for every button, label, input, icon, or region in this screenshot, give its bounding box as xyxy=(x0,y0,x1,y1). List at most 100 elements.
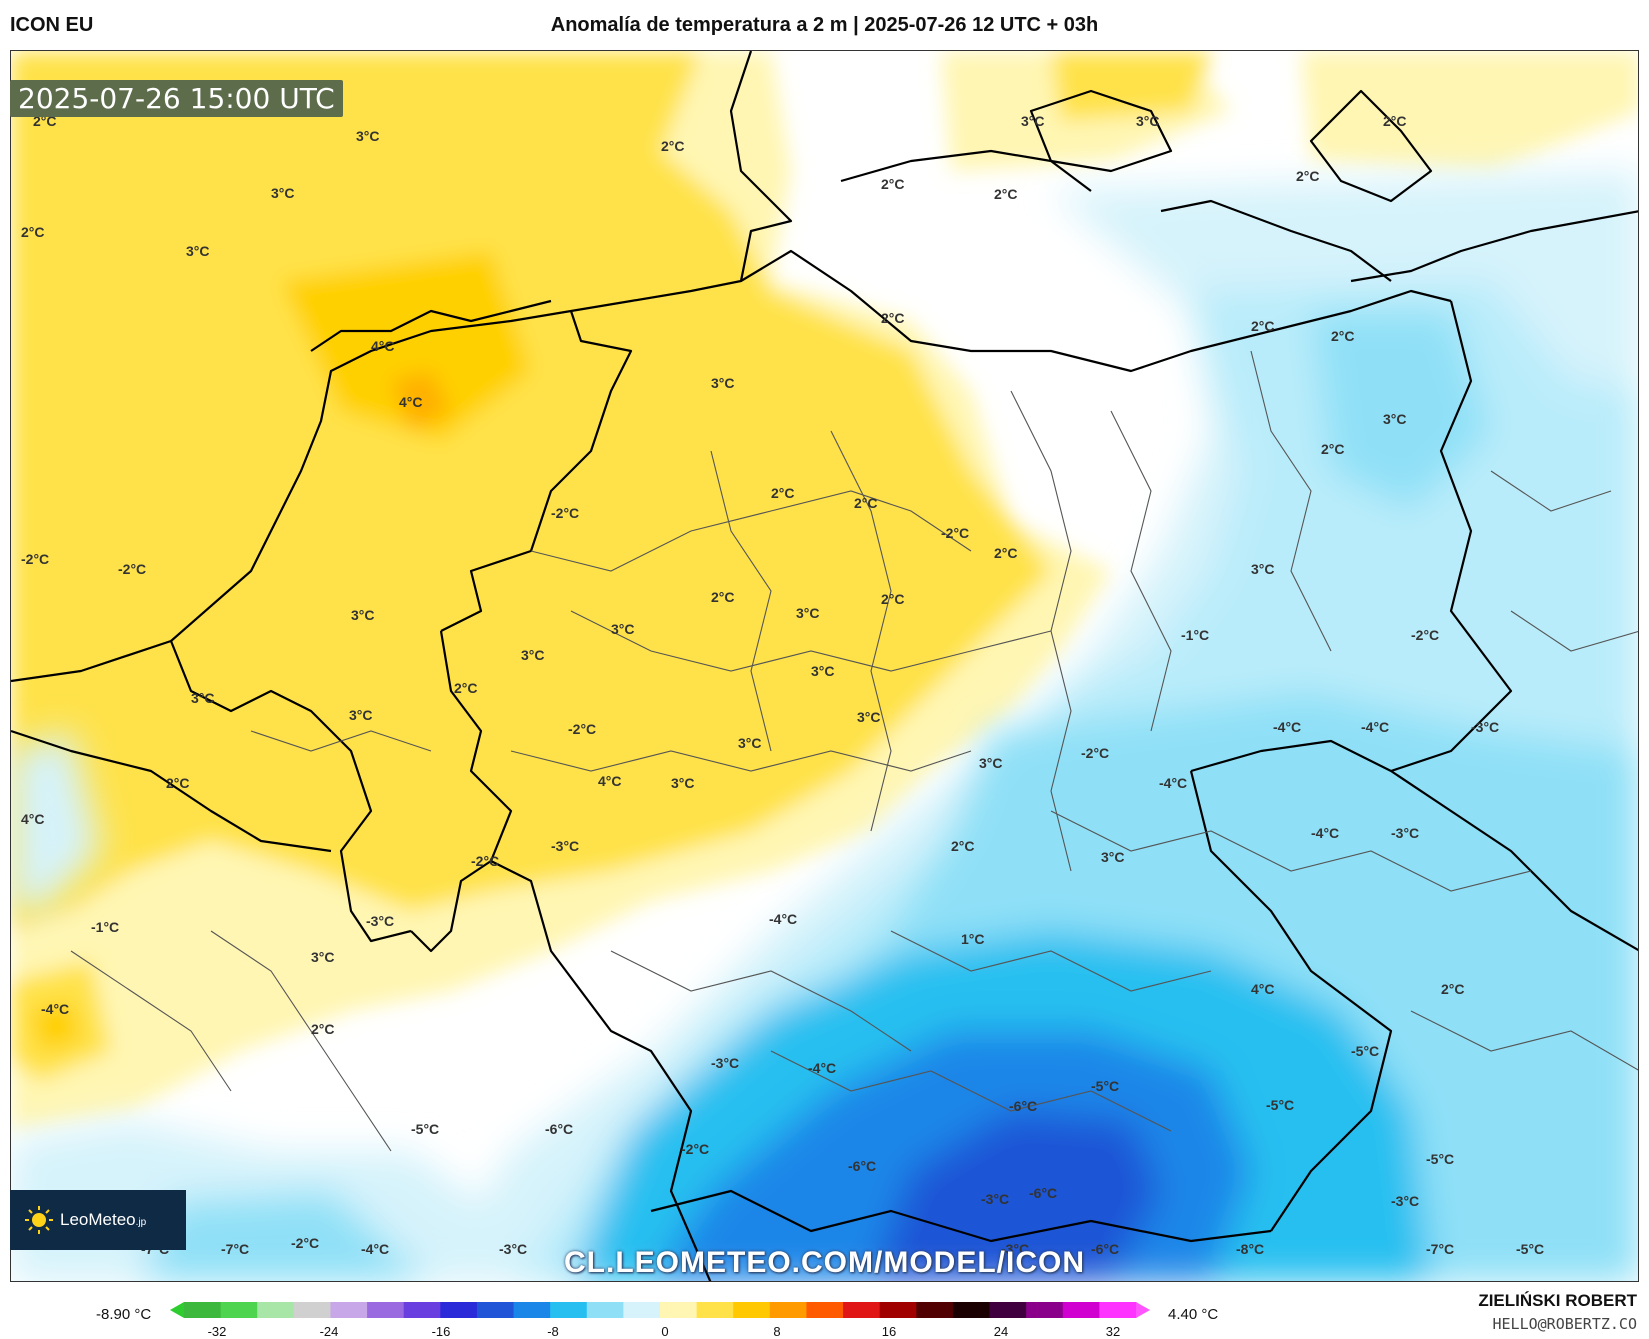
header: ICON EU Anomalía de temperatura a 2 m | … xyxy=(0,0,1649,50)
colorbar-low-arrow xyxy=(170,1302,184,1318)
anomaly-label: -3°C xyxy=(1001,1241,1029,1257)
colorbar-cell xyxy=(367,1302,405,1318)
anomaly-label: 3°C xyxy=(521,647,545,663)
anomaly-label: 1°C xyxy=(961,931,985,947)
anomaly-label: -2°C xyxy=(118,561,146,577)
anomaly-label: -4°C xyxy=(1273,719,1301,735)
sun-icon xyxy=(25,1206,53,1234)
colorbar-tick-label: -16 xyxy=(431,1324,451,1339)
anomaly-label: 3°C xyxy=(271,185,295,201)
anomaly-label: -5°C xyxy=(1351,1043,1379,1059)
anomaly-label: 2°C xyxy=(881,591,905,607)
anomaly-label: 2°C xyxy=(661,138,685,154)
anomaly-label: 2°C xyxy=(1296,168,1320,184)
colorbar-cell xyxy=(1099,1302,1137,1318)
anomaly-label: 2°C xyxy=(881,310,905,326)
anomaly-label: -3°C xyxy=(366,913,394,929)
anomaly-label: 3°C xyxy=(191,690,215,706)
anomaly-label: 2°C xyxy=(21,224,45,240)
anomaly-label: -1°C xyxy=(1181,627,1209,643)
anomaly-label: -2°C xyxy=(1411,627,1439,643)
colorbar-scale xyxy=(170,1302,1150,1318)
colorbar-cell xyxy=(989,1302,1027,1318)
anomaly-label: -8°C xyxy=(1236,1241,1264,1257)
anomaly-label: -2°C xyxy=(551,505,579,521)
colorbar-cell xyxy=(1026,1302,1064,1318)
anomaly-label: -4°C xyxy=(361,1241,389,1257)
anomaly-label: -2°C xyxy=(568,721,596,737)
anomaly-label: -3°C xyxy=(551,838,579,854)
anomaly-label: -3°C xyxy=(1471,719,1499,735)
source-watermark[interactable]: CL.LEOMETEO.COM/MODEL/ICON xyxy=(564,1246,1085,1279)
colorbar-cell xyxy=(513,1302,551,1318)
anomaly-label: -4°C xyxy=(1361,719,1389,735)
colorbar: -8.90 °C -32 -24 -16 -8 0 8 16 24 32 4.40 °C xyxy=(0,1290,1649,1339)
colorbar-cell xyxy=(806,1302,844,1318)
anomaly-label: 3°C xyxy=(1101,849,1125,865)
anomaly-label: 3°C xyxy=(1136,113,1160,129)
colorbar-tick-label: 16 xyxy=(881,1324,897,1339)
author-email[interactable]: HELLO@ROBERTZ.CO xyxy=(1492,1315,1638,1333)
colorbar-tick-label: 0 xyxy=(661,1324,669,1339)
anomaly-label: -5°C xyxy=(1266,1097,1294,1113)
anomaly-label: 2°C xyxy=(771,485,795,501)
anomaly-label: 3°C xyxy=(811,663,835,679)
anomaly-label: 2°C xyxy=(951,838,975,854)
leometeo-logo[interactable]: LeoMeteo.jp xyxy=(10,1190,186,1250)
temperature-anomaly-map: 2°C 3°C 2°C 3°C 2°C 3°C 3°C 3°C 2°C 2°C 2°C 4°C 4°C 2… xyxy=(10,50,1639,1282)
colorbar-cell xyxy=(769,1302,808,1318)
chart-title: Anomalía de temperatura a 2 m | 2025-07-… xyxy=(550,14,1099,36)
colorbar-high-arrow xyxy=(1136,1302,1150,1318)
anomaly-label: -6°C xyxy=(545,1121,573,1137)
colorbar-cell xyxy=(403,1302,441,1318)
model-name: ICON EU xyxy=(10,14,94,36)
anomaly-label: -3°C xyxy=(981,1191,1009,1207)
author-name: ZIELIŃSKI ROBERT xyxy=(1478,1291,1637,1310)
colorbar-tick-label: -24 xyxy=(319,1324,339,1339)
colorbar-cell xyxy=(660,1302,698,1318)
anomaly-label: -2°C xyxy=(291,1235,319,1251)
valid-time-badge: 2025-07-26 15:00 UTC xyxy=(10,80,343,117)
anomaly-label: -7°C xyxy=(1426,1241,1454,1257)
colorbar-cell xyxy=(220,1302,258,1318)
anomaly-label: 3°C xyxy=(857,709,881,725)
anomaly-label: 4°C xyxy=(1251,981,1275,997)
anomaly-label: -5°C xyxy=(1426,1151,1454,1167)
anomaly-label: 2°C xyxy=(1383,113,1407,129)
anomaly-label: -6°C xyxy=(1029,1185,1057,1201)
colorbar-cell xyxy=(623,1302,661,1318)
anomaly-label: 2°C xyxy=(854,495,878,511)
anomaly-label: -7°C xyxy=(221,1241,249,1257)
colorbar-cell xyxy=(476,1302,515,1318)
anomaly-label: -3°C xyxy=(711,1055,739,1071)
anomaly-label: 2°C xyxy=(711,589,735,605)
colorbar-cell xyxy=(696,1302,734,1318)
anomaly-label: 4°C xyxy=(399,394,423,410)
anomaly-label: 2°C xyxy=(1331,328,1355,344)
anomaly-label: 2°C xyxy=(1441,981,1465,997)
logo-text: LeoMeteo.jp xyxy=(60,1210,147,1229)
anomaly-label: -6°C xyxy=(848,1158,876,1174)
anomaly-label: 3°C xyxy=(351,607,375,623)
anomaly-label: -3°C xyxy=(1391,825,1419,841)
colorbar-tick-label: 24 xyxy=(993,1324,1009,1339)
anomaly-label: -5°C xyxy=(1091,1078,1119,1094)
anomaly-label: 3°C xyxy=(186,243,210,259)
anomaly-label: 2°C xyxy=(311,1021,335,1037)
warm-anomaly-field xyxy=(11,51,1638,1131)
anomaly-label: -4°C xyxy=(1311,825,1339,841)
colorbar-cell xyxy=(257,1302,295,1318)
anomaly-label: 2°C xyxy=(994,186,1018,202)
anomaly-label: -4°C xyxy=(808,1060,836,1076)
cool-anomaly-field xyxy=(11,171,1638,1281)
anomaly-label: -4°C xyxy=(769,911,797,927)
colorbar-cell xyxy=(330,1302,368,1318)
anomaly-label: 3°C xyxy=(349,707,373,723)
anomaly-label: -3°C xyxy=(1391,1193,1419,1209)
anomaly-label: 2°C xyxy=(33,113,57,129)
colorbar-cell xyxy=(550,1302,588,1318)
colorbar-cell xyxy=(440,1302,478,1318)
anomaly-label: -6°C xyxy=(1091,1241,1119,1257)
anomaly-label: 3°C xyxy=(738,735,762,751)
anomaly-label: -2°C xyxy=(1081,745,1109,761)
